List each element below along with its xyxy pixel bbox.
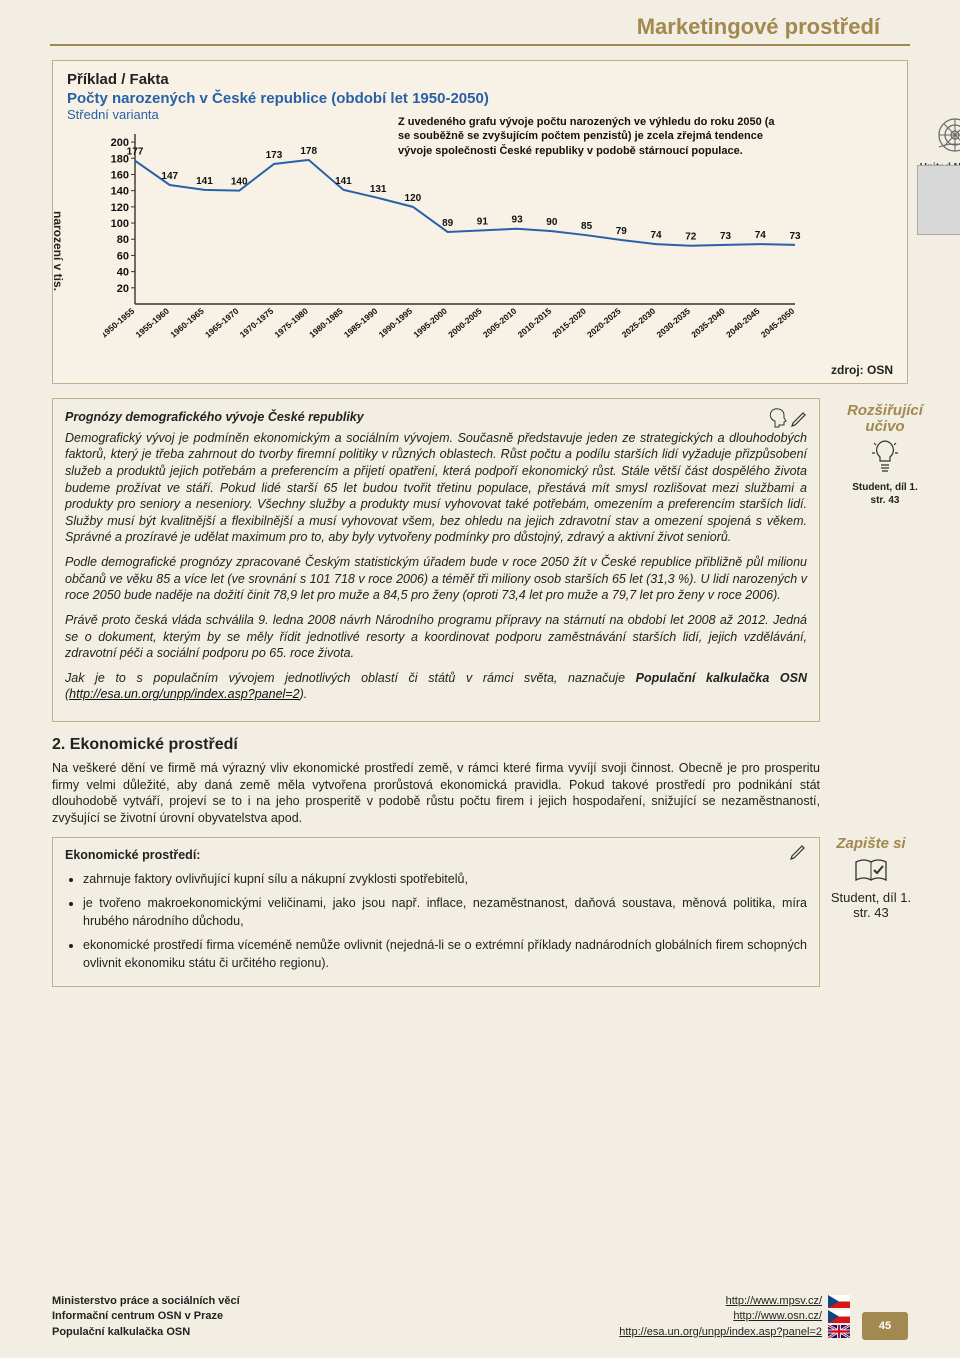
flag-uk-icon — [828, 1325, 850, 1338]
svg-text:1955-1960: 1955-1960 — [133, 306, 171, 340]
econ-bullet-2: je tvořeno makroekonomickými veličinami,… — [83, 894, 807, 930]
prognosis-box: Prognózy demografického vývoje České rep… — [52, 398, 820, 722]
svg-text:131: 131 — [370, 184, 387, 195]
svg-text:160: 160 — [111, 169, 129, 181]
callout-zapiste: Zapište si — [826, 835, 916, 852]
svg-text:1995-2000: 1995-2000 — [411, 306, 449, 340]
callout-rozsirujici: Rozšiřující učivo — [831, 403, 939, 435]
page-number: 45 — [862, 1312, 908, 1340]
page-title: Marketingové prostředí — [0, 0, 960, 44]
prognosis-p4: Jak je to s populačním vývojem jednotliv… — [65, 670, 807, 703]
svg-text:1970-1975: 1970-1975 — [238, 306, 276, 340]
svg-text:1985-1990: 1985-1990 — [342, 306, 380, 340]
svg-text:120: 120 — [111, 202, 129, 214]
svg-text:2040-2045: 2040-2045 — [724, 306, 762, 340]
econ-bullet-1: zahrnuje faktory ovlivňující kupní sílu … — [83, 870, 807, 888]
svg-text:90: 90 — [546, 217, 558, 228]
svg-text:2025-2030: 2025-2030 — [620, 306, 658, 340]
econ-heading: 2. Ekonomické prostředí — [52, 736, 908, 754]
pencil-icon — [791, 409, 809, 427]
svg-text:1975-1980: 1975-1980 — [272, 306, 310, 340]
svg-text:73: 73 — [789, 231, 801, 242]
book-check-icon — [854, 856, 888, 886]
svg-text:73: 73 — [720, 231, 732, 242]
svg-text:91: 91 — [477, 216, 489, 227]
line-chart: 2040608010012014016018020017714714114017… — [103, 126, 803, 356]
svg-text:2030-2035: 2030-2035 — [655, 306, 693, 340]
flag-cz-icon — [828, 1310, 850, 1323]
svg-text:120: 120 — [405, 193, 422, 204]
svg-text:2020-2025: 2020-2025 — [585, 306, 623, 340]
svg-text:74: 74 — [755, 230, 767, 241]
svg-text:141: 141 — [196, 176, 213, 187]
prognosis-p1: Demografický vývoj je podmíněn ekonomick… — [65, 430, 807, 546]
econ-bullet-3: ekonomické prostředí firma víceméně nemů… — [83, 936, 807, 972]
student-ref-1: Student, díl 1.str. 43 — [831, 481, 939, 508]
svg-text:2035-2040: 2035-2040 — [689, 306, 727, 340]
svg-text:40: 40 — [117, 267, 129, 279]
svg-text:93: 93 — [512, 215, 524, 226]
svg-text:60: 60 — [117, 250, 129, 262]
title-rule — [50, 44, 910, 46]
svg-text:100: 100 — [111, 218, 129, 230]
chart-container: Příklad / Fakta Počty narozených v České… — [52, 60, 908, 384]
un-label-block: United Nations — [917, 113, 960, 173]
un-emblem-icon — [933, 113, 960, 157]
svg-text:72: 72 — [685, 232, 697, 243]
chart-heading: Příklad / Fakta — [67, 71, 893, 88]
econ-box: Ekonomické prostředí: zahrnuje faktory o… — [52, 837, 820, 988]
svg-text:2000-2005: 2000-2005 — [446, 306, 484, 340]
svg-text:2045-2050: 2045-2050 — [759, 306, 797, 340]
svg-text:1950-1955: 1950-1955 — [103, 306, 136, 340]
y-axis-label: narození v tis. — [51, 211, 65, 291]
lightbulb-icon — [871, 439, 899, 475]
svg-text:140: 140 — [111, 186, 129, 198]
svg-text:74: 74 — [650, 230, 662, 241]
pencil-icon — [790, 842, 808, 860]
student-ref-2: Student, díl 1.str. 43 — [826, 890, 916, 920]
chart-source: zdroj: OSN — [67, 359, 893, 377]
svg-text:80: 80 — [117, 234, 129, 246]
svg-text:177: 177 — [127, 147, 144, 158]
svg-text:140: 140 — [231, 177, 248, 188]
svg-text:79: 79 — [616, 226, 628, 237]
footer-link-3[interactable]: http://esa.un.org/unpp/index.asp?panel=2 — [619, 1325, 822, 1340]
svg-text:1960-1965: 1960-1965 — [168, 306, 206, 340]
svg-text:2010-2015: 2010-2015 — [516, 306, 554, 340]
svg-text:147: 147 — [161, 171, 178, 182]
flag-cz-icon — [828, 1295, 850, 1308]
svg-text:1990-1995: 1990-1995 — [377, 306, 415, 340]
svg-text:1965-1970: 1965-1970 — [203, 306, 241, 340]
svg-text:141: 141 — [335, 176, 352, 187]
svg-text:85: 85 — [581, 221, 593, 232]
econ-box-title: Ekonomické prostředí: — [65, 846, 807, 864]
svg-text:89: 89 — [442, 218, 454, 229]
prognosis-p3: Právě proto česká vláda schválila 9. led… — [65, 612, 807, 662]
footer-org-1: Ministerstvo práce a sociálních věcí — [52, 1294, 240, 1309]
footer-link-2[interactable]: http://www.osn.cz/ — [619, 1309, 822, 1324]
chart-subtitle: Počty narozených v České republice (obdo… — [67, 90, 893, 107]
svg-text:2015-2020: 2015-2020 — [550, 306, 588, 340]
footer-org-3: Populační kalkulačka OSN — [52, 1325, 240, 1340]
svg-text:2005-2010: 2005-2010 — [481, 306, 519, 340]
svg-text:173: 173 — [266, 150, 283, 161]
footer-link-1[interactable]: http://www.mpsv.cz/ — [619, 1294, 822, 1309]
prognosis-p2: Podle demografické prognózy zpracované Č… — [65, 554, 807, 604]
prognosis-title: Prognózy demografického vývoje České rep… — [65, 409, 807, 426]
un-calc-link[interactable]: http://esa.un.org/unpp/index.asp?panel=2 — [69, 687, 299, 701]
page-footer: Ministerstvo práce a sociálních věcí Inf… — [52, 1294, 908, 1340]
head-icon — [768, 407, 788, 429]
svg-text:20: 20 — [117, 283, 129, 295]
svg-text:178: 178 — [300, 146, 317, 157]
svg-text:1980-1985: 1980-1985 — [307, 306, 345, 340]
econ-intro: Na veškeré dění ve firmě má výrazný vliv… — [52, 760, 820, 827]
baby-image-placeholder — [917, 165, 960, 235]
footer-org-2: Informační centrum OSN v Praze — [52, 1309, 240, 1324]
